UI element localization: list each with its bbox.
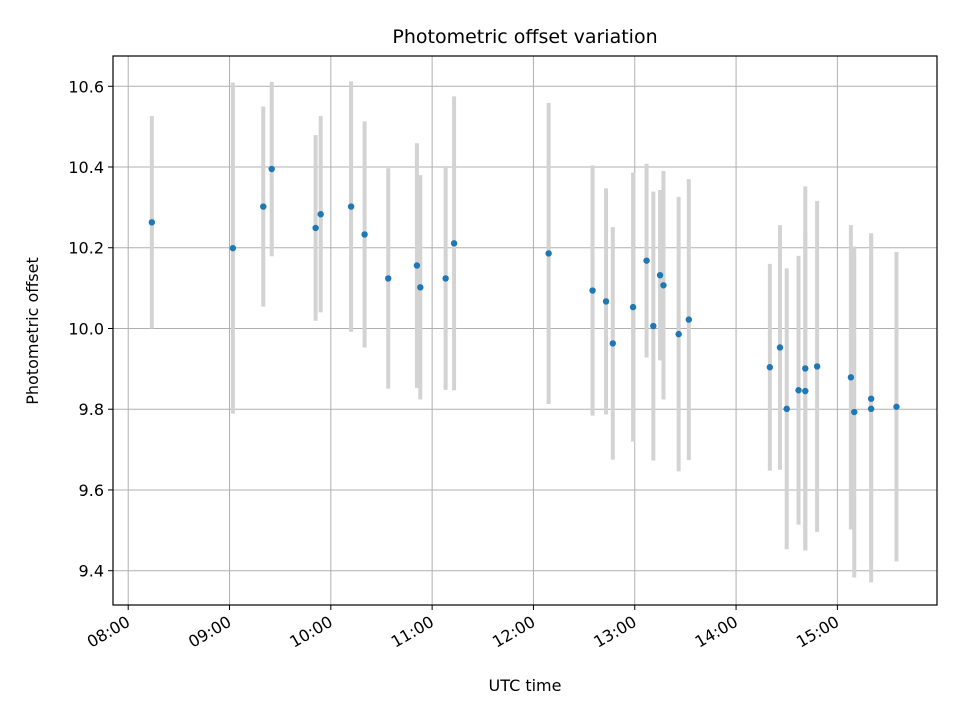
data-point — [685, 316, 692, 323]
data-point — [268, 165, 275, 173]
y-tick-label: 10.2 — [68, 239, 104, 258]
data-point — [675, 330, 682, 338]
data-point — [813, 363, 821, 370]
data-point — [867, 395, 875, 402]
data-point — [650, 322, 657, 330]
data-point — [867, 405, 875, 413]
data-point — [545, 250, 552, 257]
data-point — [629, 303, 637, 311]
x-axis-label: UTC time — [489, 676, 562, 695]
y-tick-label: 10.6 — [68, 77, 104, 96]
y-tick-label: 9.6 — [79, 481, 104, 500]
data-point — [802, 387, 809, 395]
y-axis-label: Photometric offset — [23, 257, 42, 405]
data-point — [417, 284, 424, 291]
data-point — [442, 275, 449, 282]
y-tick-label: 9.8 — [79, 400, 104, 419]
data-point — [847, 374, 855, 381]
data-point — [766, 364, 774, 371]
data-markers — [148, 165, 900, 416]
data-point — [776, 344, 784, 351]
chart-title: Photometric offset variation — [392, 26, 657, 48]
plot-frame — [112, 55, 938, 606]
y-tick-label: 10.4 — [68, 158, 104, 177]
data-point — [347, 203, 355, 210]
data-point — [317, 211, 324, 218]
data-point — [893, 403, 900, 410]
data-point — [656, 271, 664, 279]
data-point — [312, 224, 319, 232]
data-point — [802, 365, 809, 372]
data-point — [660, 282, 667, 289]
data-point — [851, 408, 858, 416]
data-point — [413, 262, 421, 269]
data-point — [602, 298, 610, 305]
y-axis-ticks: 9.4 9.6 9.8 10.0 10.2 10.4 10.6 — [68, 77, 113, 581]
data-point — [795, 387, 802, 394]
y-tick-label: 10.0 — [68, 319, 104, 338]
y-tick-label: 9.4 — [79, 562, 104, 581]
data-point — [609, 340, 617, 347]
data-point — [450, 240, 458, 247]
data-point — [148, 219, 156, 226]
data-point — [783, 405, 790, 413]
data-point — [260, 203, 267, 210]
data-point — [361, 231, 368, 238]
data-point — [385, 275, 392, 282]
data-point — [589, 287, 596, 294]
data-point — [229, 244, 237, 252]
data-point — [643, 257, 650, 264]
